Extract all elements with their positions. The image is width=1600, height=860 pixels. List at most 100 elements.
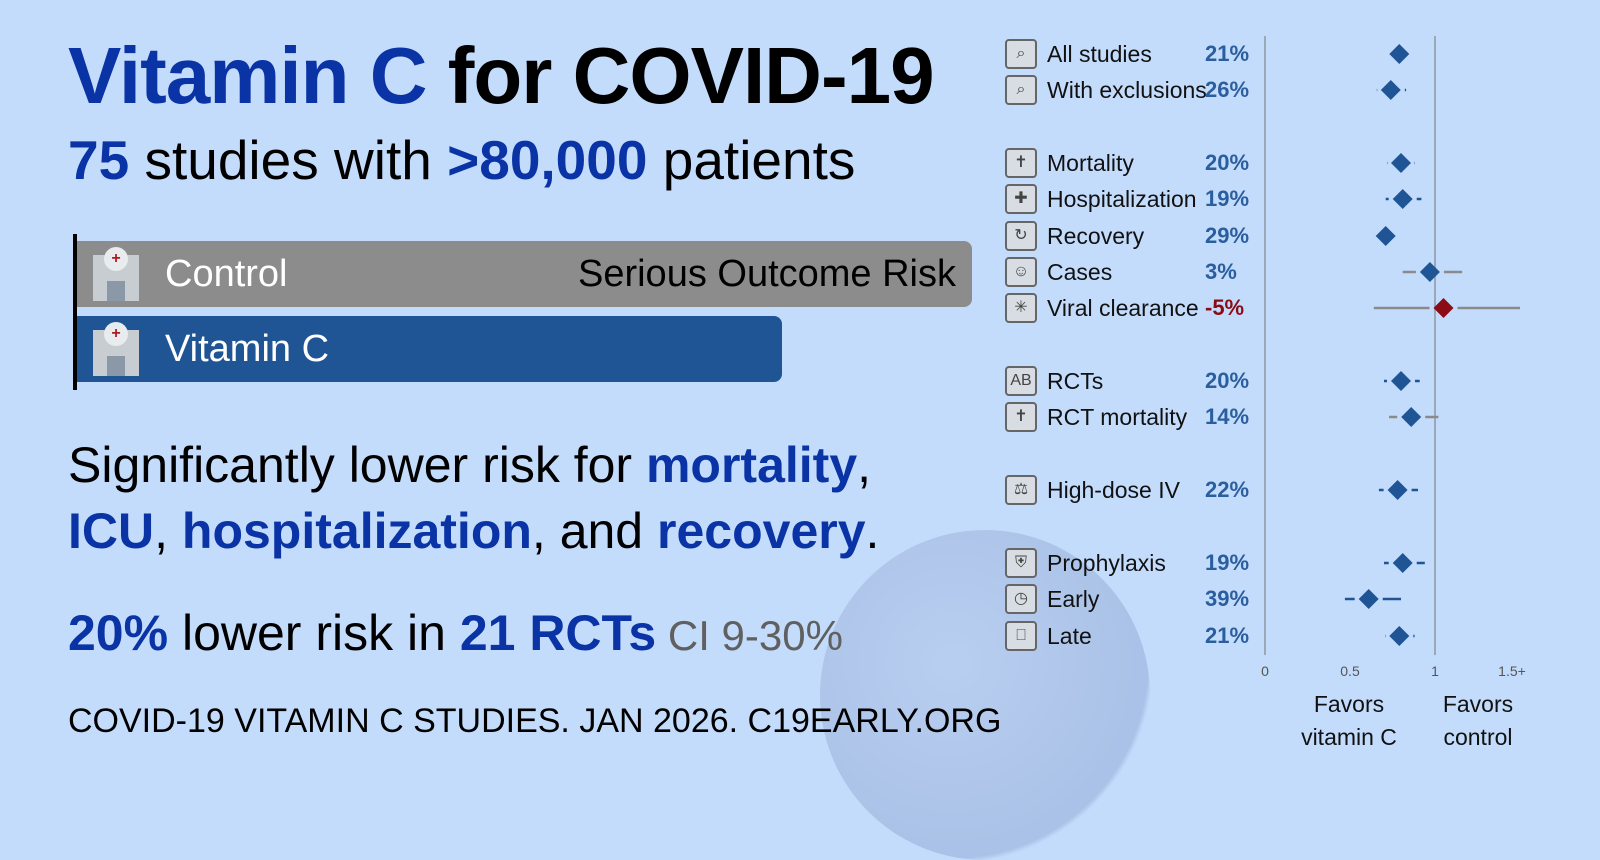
hospital-icon: ✚ [1005,184,1037,214]
x-tick: 0.5 [1340,663,1360,679]
rct-text: lower risk in [168,605,460,661]
finding-and: , and [531,503,658,559]
row-label: Early [1047,585,1100,612]
finding-period: . [865,503,880,559]
forest-row: ✝ Mortality 20% [1005,145,1265,181]
finding-comma-2: , [154,503,182,559]
row-label: RCT mortality [1047,403,1188,430]
row-label: Late [1047,622,1092,649]
hospital-bed-icon: ⎕ [1005,621,1037,651]
footer-source: COVID-19 VITAMIN C STUDIES. JAN 2026. C1… [68,702,1002,740]
hospital-icon: + [87,245,145,303]
study-count: 75 [68,129,130,191]
title-rest: for COVID-19 [426,31,935,120]
row-percent: 22% [1205,477,1250,502]
virus-icon: ✳ [1005,293,1037,323]
row-percent: 20% [1205,368,1250,393]
row-percent: 19% [1205,186,1250,211]
point-estimate-marker [1433,298,1454,318]
row-percent: 21% [1205,623,1250,648]
finding-recovery: recovery [657,503,866,559]
point-estimate-marker [1401,407,1422,427]
row-label: Recovery [1047,222,1145,249]
x-tick: 1.5+ [1498,663,1526,679]
point-estimate-marker [1358,589,1379,609]
forest-row: ☺ Cases 3% [1005,254,1265,290]
row-label: Prophylaxis [1047,549,1166,576]
point-estimate-marker [1389,626,1410,646]
point-estimate-marker [1392,553,1413,573]
rct-pct: 20% [68,605,169,661]
favors-control-label: Favors control [1442,691,1514,750]
row-percent: 14% [1205,404,1250,429]
patient-count: >80,000 [447,129,648,191]
row-label: Viral clearance [1047,294,1199,321]
subtitle-text-end: patients [647,129,856,191]
row-percent: -5% [1205,295,1245,320]
point-estimate-marker [1391,153,1411,173]
point-estimate-marker [1375,226,1396,246]
row-percent: 21% [1205,41,1250,66]
row-label: All studies [1047,40,1152,67]
forest-row: AB RCTs 20% [1005,363,1265,399]
point-estimate-marker [1391,371,1411,391]
finding-icu: ICU [68,503,155,559]
rct-ci: CI 9-30% [656,612,843,659]
row-percent: 26% [1205,77,1250,102]
forest-row: ✚ Hospitalization 19% [1005,181,1265,217]
tombstone-icon: ✝ [1005,402,1037,432]
row-label: With exclusions [1047,76,1207,103]
row-label: RCTs [1047,367,1104,394]
page-title: Vitamin C for COVID-19 [68,30,935,122]
x-tick: 0 [1261,663,1269,679]
x-tick: 1 [1431,663,1439,679]
rct-summary: 20% lower risk in 21 RCTs CI 9-30% [68,604,843,662]
forest-row: ⚖ High-dose IV 22% [1005,472,1265,508]
forest-row: ◷ Early 39% [1005,581,1265,617]
row-percent: 39% [1205,586,1250,611]
key-finding: Significantly lower risk for mortality , … [68,432,879,564]
page-subtitle: 75 studies with >80,000 patients [68,128,855,192]
forest-row: ⛨ Prophylaxis 19% [1005,545,1265,581]
forest-row: ⌕ With exclusions 26% [1005,72,1265,108]
finding-mortality: mortality [645,437,858,493]
row-label: Cases [1047,258,1113,285]
subtitle-text: studies with [129,129,448,191]
row-label: High-dose IV [1047,476,1180,503]
row-label: Hospitalization [1047,185,1197,212]
treatment-risk-bar: + Vitamin C [77,316,782,382]
control-risk-bar: + Control Serious Outcome Risk [77,241,972,307]
row-percent: 19% [1205,550,1250,575]
hospital-icon: + [87,320,145,378]
metric-label: Serious Outcome Risk [577,252,956,295]
row-percent: 3% [1205,259,1237,284]
risk-bar-axis [73,234,77,390]
forest-row: ⌕ All studies 21% [1005,36,1265,72]
point-estimate-marker [1419,262,1440,282]
clock-pills-icon: ◷ [1005,584,1037,614]
point-estimate-marker [1387,480,1408,500]
control-label: Control [165,252,288,295]
ab-test-icon: AB [1005,366,1037,396]
shield-icon: ⛨ [1005,548,1037,578]
forest-row: ✝ RCT mortality 14% [1005,399,1265,435]
point-estimate-marker [1392,189,1413,209]
row-percent: 29% [1205,223,1250,248]
row-percent: 20% [1205,150,1250,175]
tombstone-icon: ✝ [1005,148,1037,178]
finding-comma: , [857,437,872,493]
iv-bag-icon: ⚖ [1005,475,1037,505]
point-estimate-marker [1389,44,1410,64]
rct-count: 21 RCTs [459,605,657,661]
treatment-label: Vitamin C [165,327,330,370]
finding-prefix: Significantly lower risk for [68,437,646,493]
finding-hospitalization: hospitalization [181,503,532,559]
forest-row: ✳ Viral clearance -5% [1005,290,1265,326]
title-drug: Vitamin C [68,31,427,120]
studies-search-icon: ⌕ [1005,75,1037,105]
forest-row: ⎕ Late 21% [1005,618,1265,654]
forest-row: ↻ Recovery 29% [1005,218,1265,254]
row-label: Mortality [1047,149,1134,176]
point-estimate-marker [1380,80,1401,100]
masked-person-icon: ☺ [1005,257,1037,287]
